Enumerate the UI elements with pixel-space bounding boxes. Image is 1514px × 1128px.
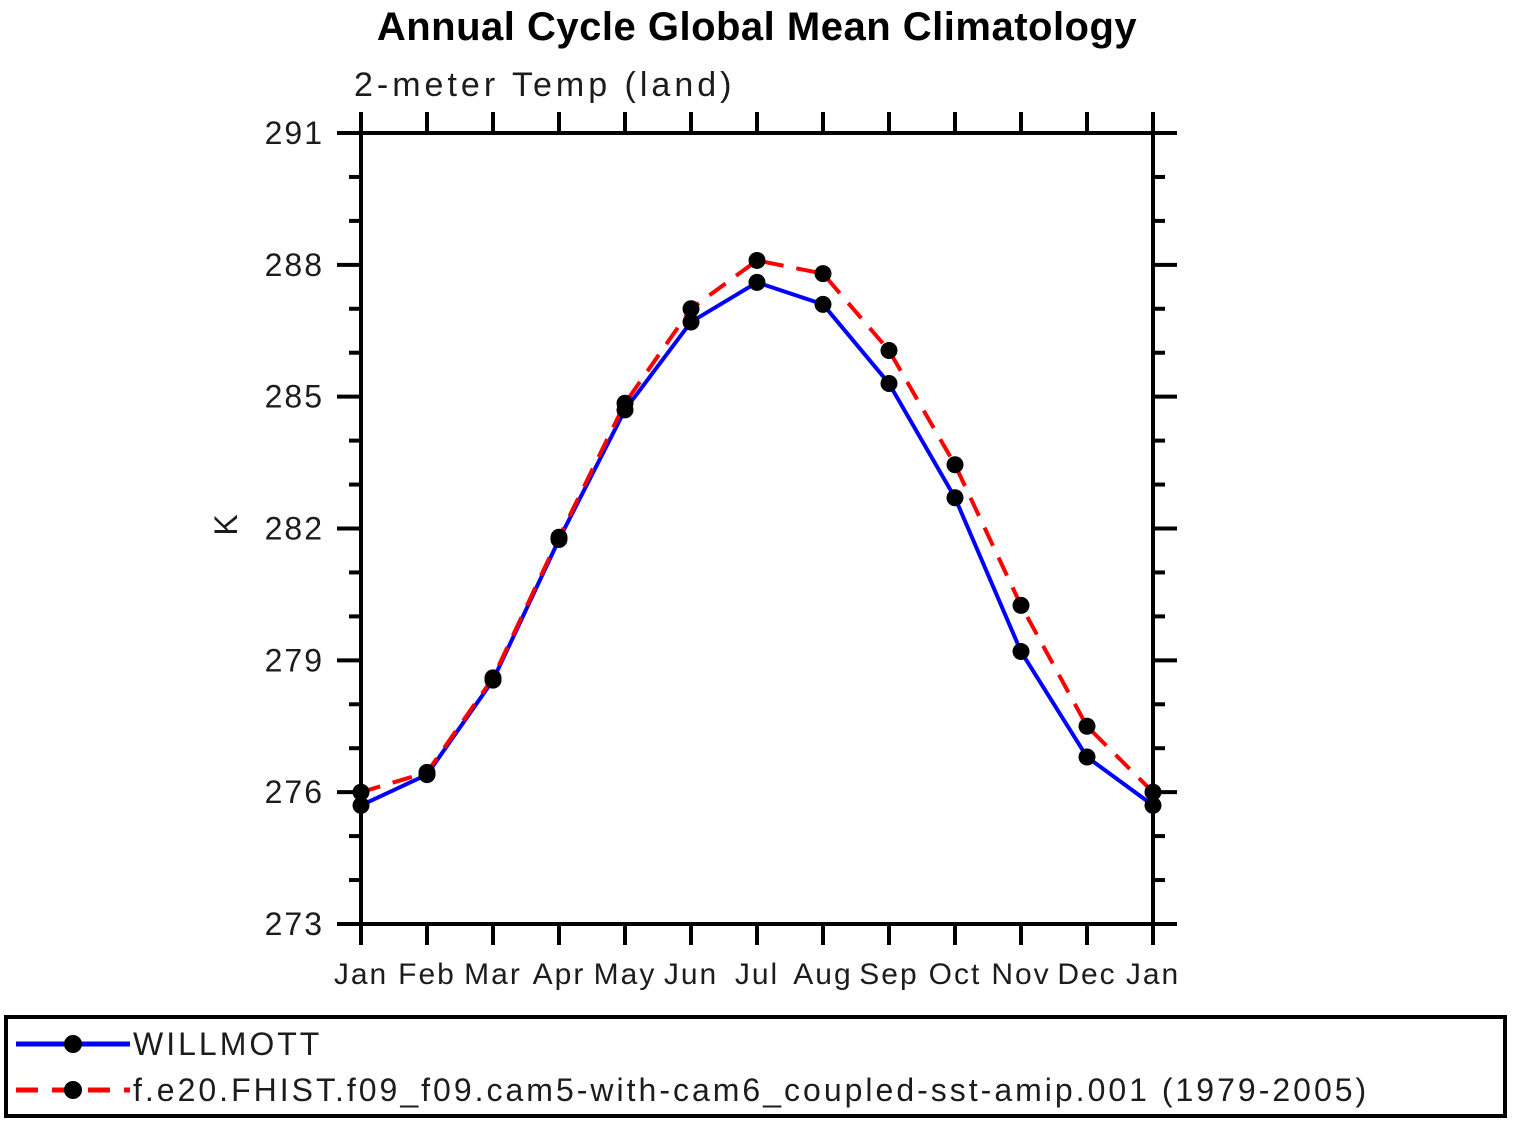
series-marker-1 [682, 300, 700, 318]
series-marker-1 [748, 251, 766, 269]
y-tick-label: 288 [265, 247, 324, 283]
series-marker-1 [814, 265, 832, 283]
x-tick-label: Aug [793, 958, 852, 991]
legend-box: WILLMOTT f.e20.FHIST.f09_f09.cam5-with-c… [4, 1015, 1507, 1118]
series-marker-0 [946, 489, 964, 507]
series-marker-1 [550, 528, 568, 546]
chart-subtitle: 2-meter Temp (land) [354, 66, 736, 104]
series-marker-1 [352, 783, 370, 801]
series-marker-0 [682, 313, 700, 331]
y-tick-label: 282 [265, 511, 324, 547]
series-marker-0 [880, 374, 898, 392]
x-tick-label: Jan [1126, 958, 1180, 991]
legend-entry-model: f.e20.FHIST.f09_f09.cam5-with-cam6_coupl… [13, 1073, 1369, 1107]
series-marker-0 [1012, 643, 1030, 661]
y-tick-label: 291 [265, 115, 324, 151]
series-line-0 [360, 280, 1155, 808]
x-tick-label: Jul [735, 958, 779, 991]
series-marker-1 [880, 342, 898, 360]
legend-marker-dot [64, 1035, 82, 1053]
plot-area: 273 276 279 282 285 288 291 Jan Feb Mar Apr May Jun J… [265, 112, 1180, 991]
series-marker-1 [1012, 596, 1030, 614]
x-tick-label: Dec [1057, 958, 1116, 991]
series-marker-1 [1144, 783, 1162, 801]
y-tick-label: 273 [265, 906, 324, 942]
series-marker-1 [946, 456, 964, 474]
legend-label-willmott: WILLMOTT [133, 1026, 323, 1062]
y-tick-label: 276 [265, 774, 324, 810]
x-tick-label: May [594, 958, 657, 991]
x-tick-label: Nov [991, 958, 1050, 991]
series-marker-1 [418, 763, 436, 781]
x-tick-label: Feb [398, 958, 456, 991]
series-marker-0 [1144, 796, 1162, 814]
x-tick-label: Jan [334, 958, 388, 991]
series-marker-0 [814, 295, 832, 313]
legend-entry-willmott: WILLMOTT [13, 1027, 322, 1061]
chart-title: Annual Cycle Global Mean Climatology [376, 5, 1138, 49]
series-marker-0 [1078, 748, 1096, 766]
x-tick-label: Mar [464, 958, 522, 991]
plot-frame [359, 131, 1155, 926]
legend-marker-dot [64, 1081, 82, 1099]
y-tick-label: 285 [265, 379, 324, 415]
series-line-1 [360, 258, 1155, 795]
legend-swatch-dashed-line [16, 1081, 130, 1099]
legend-label-model: f.e20.FHIST.f09_f09.cam5-with-cam6_coupl… [133, 1072, 1370, 1108]
x-tick-label: Oct [929, 958, 982, 991]
series-marker-0 [352, 796, 370, 814]
x-tick-label: Jun [664, 958, 718, 991]
series-marker-1 [1078, 717, 1096, 735]
legend-swatch-solid-line [16, 1035, 130, 1053]
series-marker-0 [748, 273, 766, 291]
x-tick-label: Sep [859, 958, 918, 991]
x-tick-label: Apr [533, 958, 586, 991]
y-tick-label: 279 [265, 642, 324, 678]
series-marker-1 [484, 669, 502, 687]
series-marker-1 [616, 394, 634, 412]
